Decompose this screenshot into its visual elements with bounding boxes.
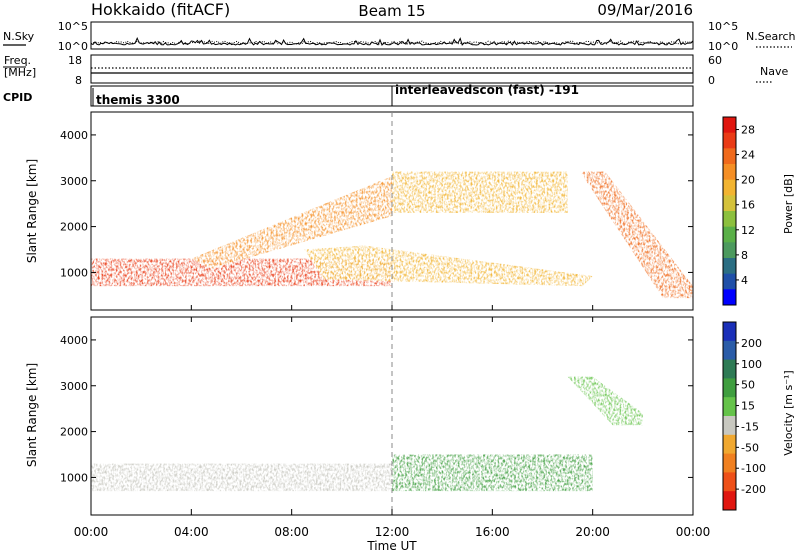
noise-panel: N.Sky 10^5 10^0 10^5 10^0 N.Search bbox=[3, 20, 796, 53]
freq-left-tick-top: 18 bbox=[68, 54, 82, 67]
power-colorbar-tick-label-2: 12 bbox=[741, 224, 755, 237]
velocity-colorbar-frame bbox=[722, 321, 737, 511]
noise-right-tick-bottom: 10^0 bbox=[708, 40, 738, 53]
velocity-ytick-label-1: 2000 bbox=[60, 426, 88, 439]
cpid-label: CPID bbox=[3, 91, 32, 104]
power-colorbar-swatch-3 bbox=[723, 164, 736, 181]
cpid-segment-1: themis 3300 bbox=[96, 93, 180, 107]
cpid-panel: CPID themis 3300 interleavedscon (fast) … bbox=[3, 83, 694, 107]
power-colorbar-swatch-1 bbox=[723, 132, 736, 149]
time-tick-label-2: 08:00 bbox=[274, 525, 309, 539]
power-feature-3 bbox=[392, 171, 568, 213]
power-colorbar-swatch-11 bbox=[723, 289, 736, 306]
velocity-colorbar-tick-label-7: -200 bbox=[741, 483, 766, 496]
time-axis-label: Time UT bbox=[366, 539, 417, 553]
time-tick-label-1: 04:00 bbox=[174, 525, 209, 539]
cpid-segment-2: interleavedscon (fast) -191 bbox=[395, 83, 579, 97]
power-colorbar-tick-label-0: 4 bbox=[741, 274, 748, 287]
noise-right-label: N.Search bbox=[746, 30, 796, 43]
velocity-colorbar-tick-label-1: 100 bbox=[741, 358, 762, 371]
power-colorbar-tick-label-4: 20 bbox=[741, 174, 755, 187]
power-colorbar-swatch-4 bbox=[723, 179, 736, 196]
velocity-colorbar-swatch-1 bbox=[723, 340, 736, 361]
freq-panel: Freq. [MHz] 18 8 60 0 Nave bbox=[3, 54, 788, 87]
velocity-colorbar-tick-label-2: 50 bbox=[741, 379, 755, 392]
velocity-ytick-label-0: 1000 bbox=[60, 471, 88, 484]
power-colorbar-swatch-2 bbox=[723, 148, 736, 165]
freq-left-label-1: Freq. bbox=[4, 54, 31, 67]
power-colorbar-tick-label-5: 24 bbox=[741, 149, 755, 162]
velocity-colorbar: 200 100 50 15 -15 -50 -100 -200 bbox=[722, 321, 766, 511]
velocity-ytick-label-2: 3000 bbox=[60, 380, 88, 393]
velocity-colorbar-swatch-5 bbox=[723, 416, 736, 436]
velocity-colorbar-tick-label-0: 200 bbox=[741, 337, 762, 350]
velocity-colorbar-swatch-0 bbox=[723, 322, 736, 342]
power-colorbar-frame bbox=[722, 116, 737, 306]
power-echo-layer bbox=[91, 171, 693, 299]
power-colorbar-swatch-5 bbox=[723, 195, 736, 212]
velocity-feature-2 bbox=[567, 376, 643, 426]
power-feature-1 bbox=[191, 176, 392, 269]
power-colorbar: 4 8 12 16 20 24 28 bbox=[722, 116, 755, 306]
velocity-panel: 1000 2000 3000 4000 Slant Range [km] 200 100… bbox=[25, 316, 795, 516]
noise-sky-trace bbox=[90, 36, 694, 46]
freq-right-tick-top: 60 bbox=[708, 54, 722, 67]
power-colorbar-swatch-7 bbox=[723, 226, 736, 243]
velocity-colorbar-swatch-4 bbox=[723, 397, 736, 417]
velocity-colorbar-tick-label-6: -100 bbox=[741, 462, 766, 475]
power-colorbar-swatch-9 bbox=[723, 258, 736, 275]
time-tick-label-3: 12:00 bbox=[375, 525, 410, 539]
velocity-colorbar-label: Velocity [m s⁻¹] bbox=[782, 370, 795, 455]
noise-left-tick-bottom: 10^0 bbox=[58, 40, 88, 53]
velocity-colorbar-swatch-8 bbox=[723, 472, 736, 492]
velocity-colorbar-tick-label-3: 15 bbox=[741, 400, 755, 413]
power-ytick-label-1: 2000 bbox=[60, 221, 88, 234]
power-panel: 1000 2000 3000 4000 Slant Range [km] 4 8 12 16… bbox=[25, 111, 795, 311]
station-title: Hokkaido (fitACF) bbox=[91, 0, 230, 19]
freq-right-tick-bottom: 0 bbox=[708, 74, 715, 87]
time-tick-label-5: 20:00 bbox=[575, 525, 610, 539]
freq-left-label-2: [MHz] bbox=[4, 66, 36, 79]
noise-left-tick-top: 10^5 bbox=[58, 20, 88, 33]
time-tick-label-0: 00:00 bbox=[74, 525, 109, 539]
freq-right-label: Nave bbox=[760, 65, 788, 78]
noise-search-trace bbox=[90, 40, 694, 45]
power-feature-4 bbox=[580, 171, 693, 299]
power-colorbar-swatch-10 bbox=[723, 273, 736, 290]
beam-title: Beam 15 bbox=[358, 2, 425, 20]
velocity-colorbar-swatch-9 bbox=[723, 491, 736, 511]
power-colorbar-tick-label-3: 16 bbox=[741, 199, 755, 212]
power-colorbar-tick-label-6: 28 bbox=[741, 124, 755, 137]
velocity-ylabel: Slant Range [km] bbox=[25, 363, 39, 467]
velocity-colorbar-swatch-2 bbox=[723, 359, 736, 379]
velocity-echo-layer bbox=[91, 376, 643, 492]
time-axis: 00:00 04:00 08:00 12:00 16:00 20:00 00:00 bbox=[74, 305, 711, 539]
velocity-ytick-label-3: 4000 bbox=[60, 334, 88, 347]
noise-right-tick-top: 10^5 bbox=[708, 20, 738, 33]
time-tick-label-6: 00:00 bbox=[676, 525, 711, 539]
power-colorbar-swatch-0 bbox=[723, 117, 736, 134]
velocity-colorbar-swatch-6 bbox=[723, 434, 736, 455]
velocity-colorbar-swatch-3 bbox=[723, 378, 736, 398]
power-ylabel: Slant Range [km] bbox=[25, 159, 39, 263]
power-colorbar-swatch-6 bbox=[723, 211, 736, 228]
date-title: 09/Mar/2016 bbox=[597, 1, 693, 19]
power-colorbar-swatch-8 bbox=[723, 242, 736, 259]
velocity-colorbar-tick-label-5: -50 bbox=[741, 441, 759, 454]
velocity-colorbar-swatch-7 bbox=[723, 453, 736, 473]
power-feature-2 bbox=[304, 245, 593, 287]
power-colorbar-tick-label-1: 8 bbox=[741, 249, 748, 262]
freq-left-tick-bottom: 8 bbox=[75, 74, 82, 87]
time-tick-label-4: 16:00 bbox=[475, 525, 510, 539]
power-ytick-label-0: 1000 bbox=[60, 266, 88, 279]
velocity-feature-0 bbox=[91, 463, 392, 492]
noise-left-label: N.Sky bbox=[3, 30, 35, 43]
velocity-feature-1 bbox=[392, 454, 593, 492]
velocity-colorbar-tick-label-4: -15 bbox=[741, 420, 759, 433]
power-ytick-label-2: 3000 bbox=[60, 175, 88, 188]
power-colorbar-label: Power [dB] bbox=[782, 174, 795, 234]
power-ytick-label-3: 4000 bbox=[60, 129, 88, 142]
